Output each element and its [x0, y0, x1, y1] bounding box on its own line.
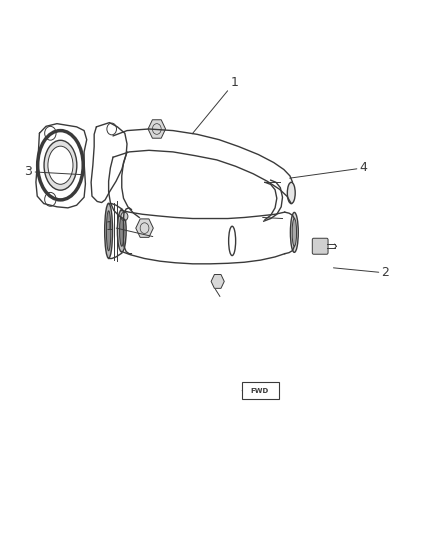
Text: 3: 3	[25, 165, 83, 178]
Ellipse shape	[105, 204, 113, 259]
Ellipse shape	[48, 146, 73, 184]
FancyBboxPatch shape	[242, 382, 279, 399]
Text: 4: 4	[290, 161, 367, 178]
FancyBboxPatch shape	[312, 238, 328, 254]
Text: 2: 2	[333, 266, 389, 279]
Circle shape	[45, 192, 56, 206]
Circle shape	[121, 212, 128, 221]
Ellipse shape	[292, 219, 297, 246]
Ellipse shape	[120, 215, 124, 246]
Ellipse shape	[287, 182, 295, 204]
Circle shape	[45, 126, 56, 140]
Text: FWD: FWD	[251, 387, 268, 394]
Ellipse shape	[106, 211, 111, 251]
Ellipse shape	[44, 140, 77, 190]
Text: 1: 1	[192, 76, 238, 134]
Ellipse shape	[117, 209, 126, 252]
Text: 1: 1	[106, 220, 153, 237]
Ellipse shape	[290, 213, 298, 253]
Circle shape	[107, 123, 117, 135]
